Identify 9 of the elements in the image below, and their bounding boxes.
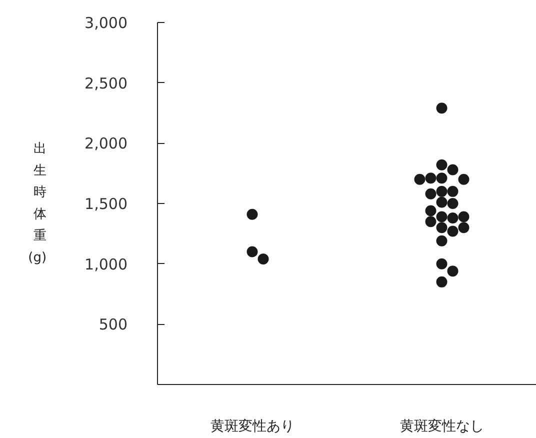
y-tick-label: 1,000 (84, 255, 128, 274)
y-tick-label: 500 (98, 316, 128, 334)
y-tick-label: 2,000 (84, 134, 128, 153)
y-axis-title: 出生時体重(g) (28, 142, 47, 266)
y-tick-label: 3,000 (84, 14, 128, 32)
x-tick-label: 黄斑変性なし (400, 418, 484, 434)
y-tick-label: 2,500 (84, 74, 128, 92)
x-tick-label: 黄斑変性あり (210, 418, 294, 434)
y-tick-label: 1,500 (84, 195, 128, 213)
